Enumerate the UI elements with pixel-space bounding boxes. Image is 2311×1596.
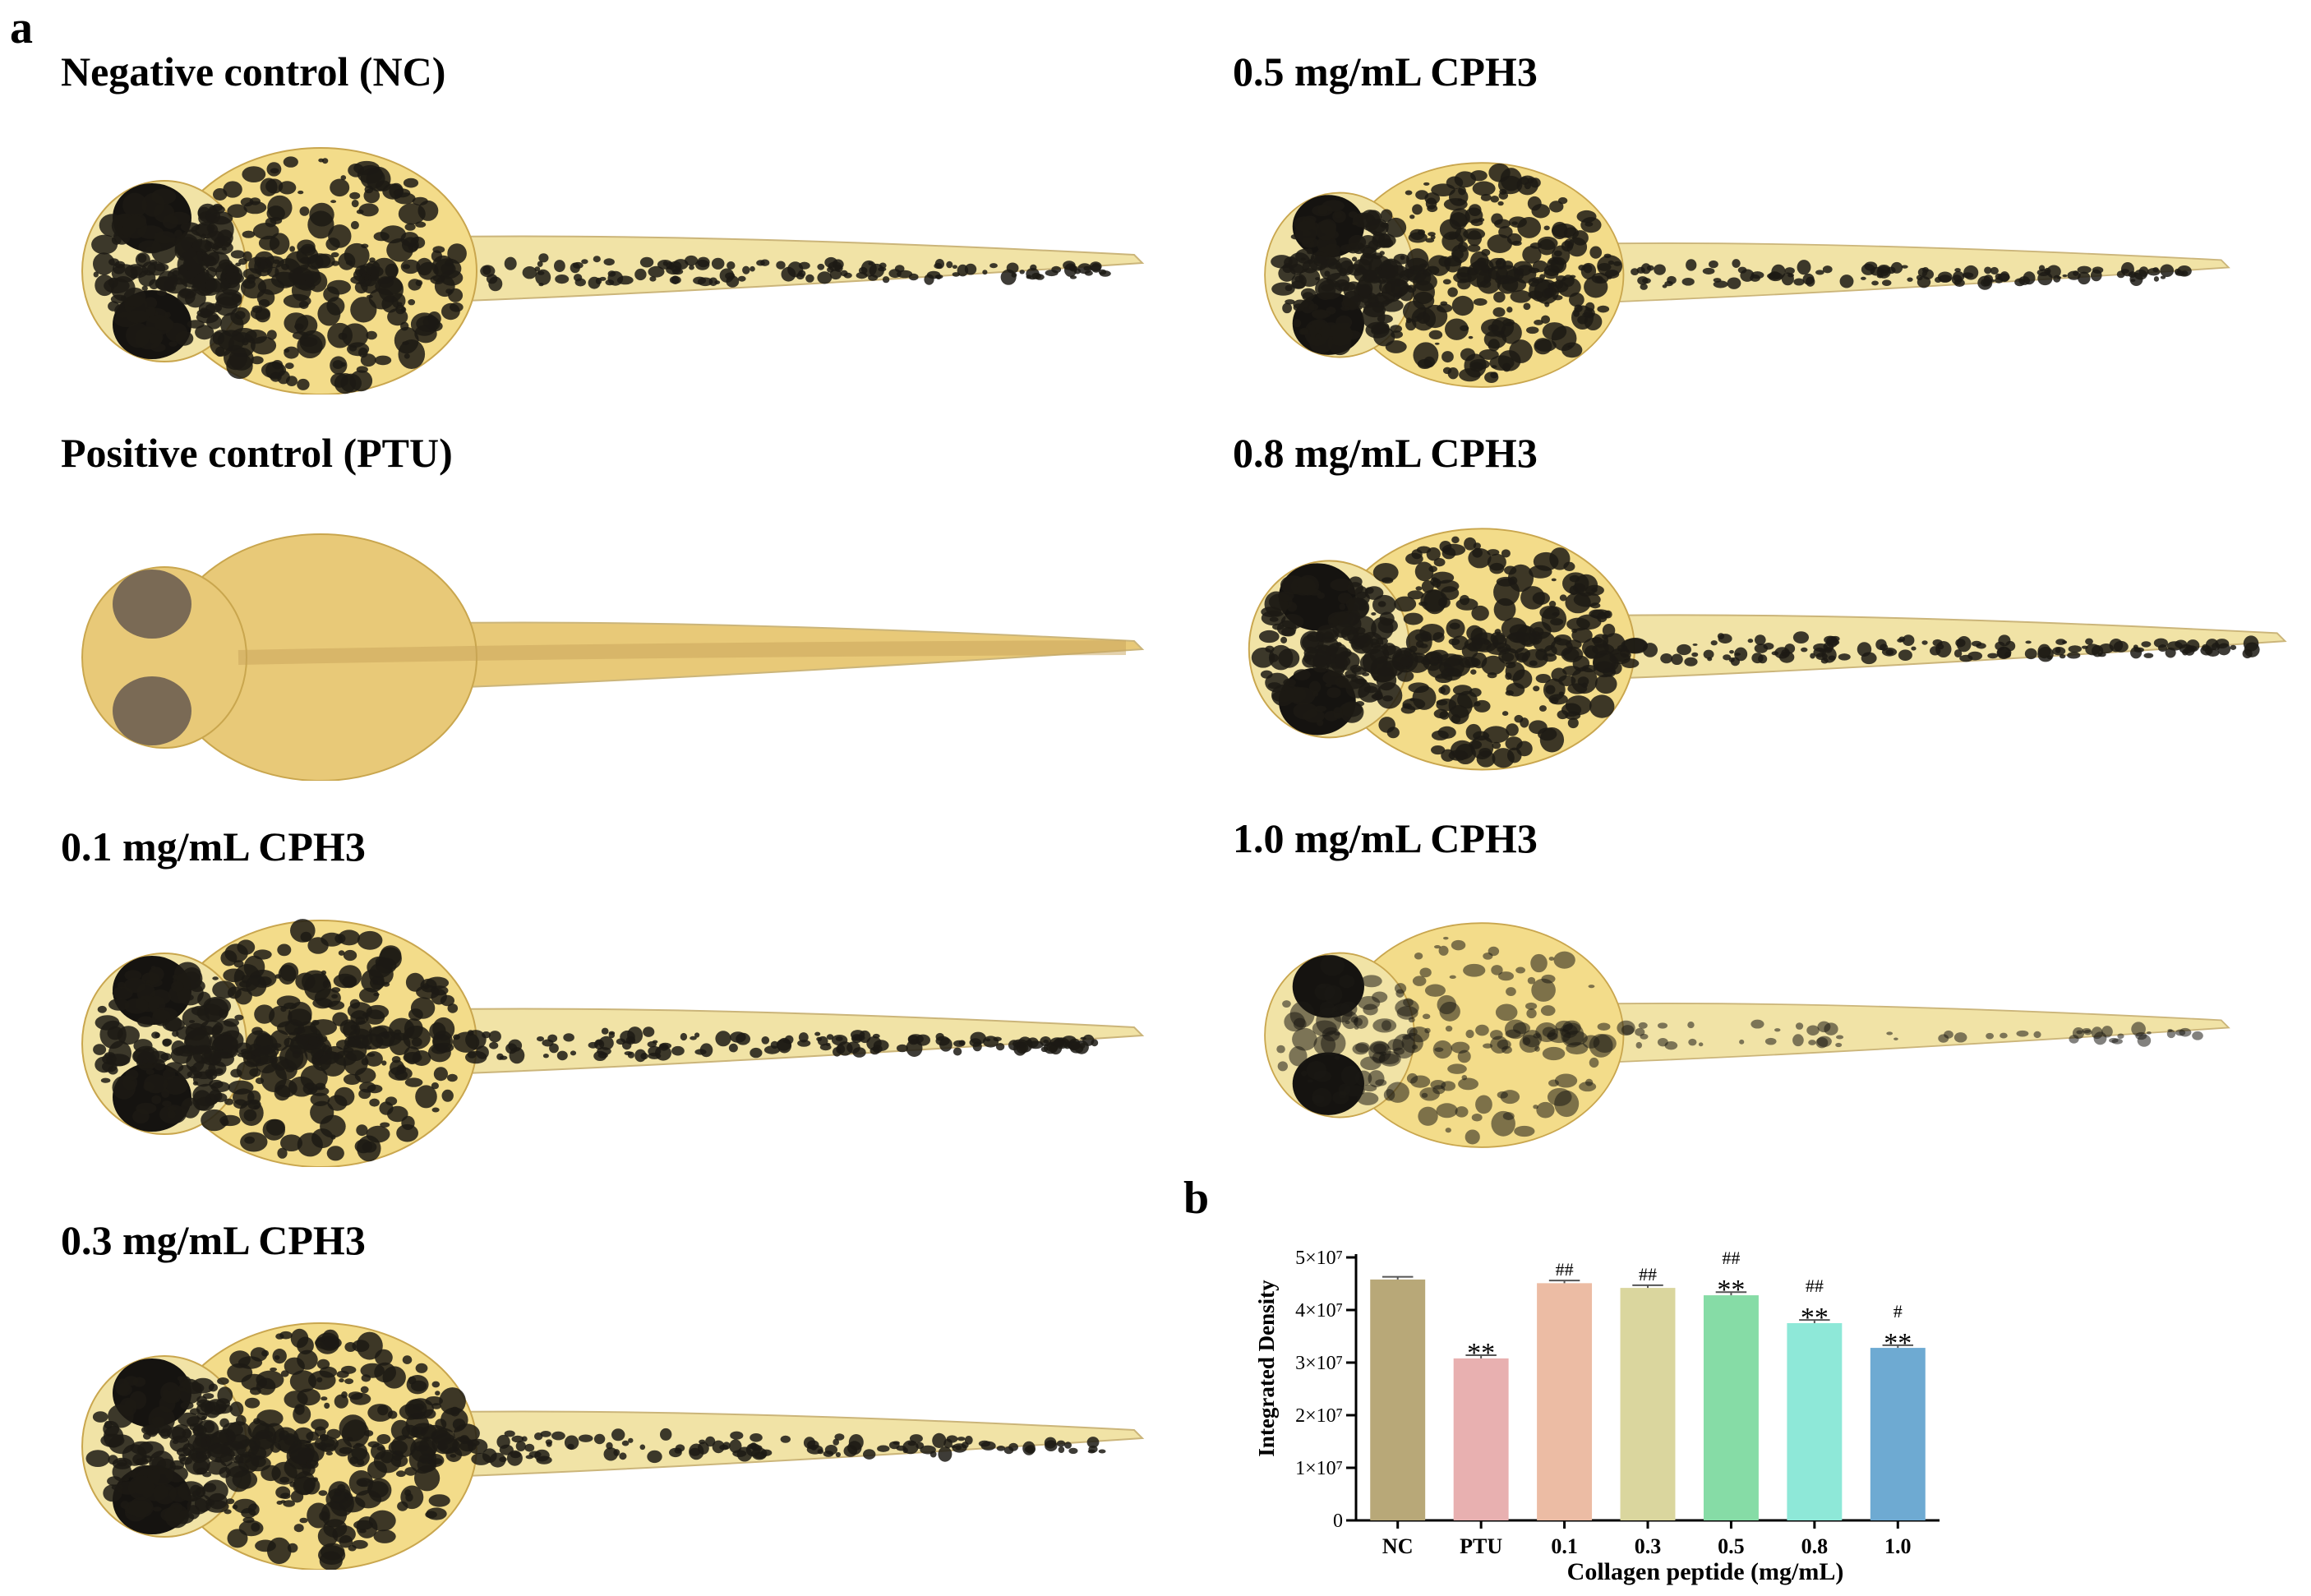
label-0-8-cph3: 0.8 mg/mL CPH3 — [1233, 430, 1538, 476]
label-negative-control: Negative control (NC) — [61, 48, 446, 95]
x-tick-label: PTU — [1460, 1534, 1502, 1558]
label-0-5-cph3: 0.5 mg/mL CPH3 — [1233, 48, 1538, 95]
y-axis-title: Integrated Density — [1254, 1280, 1279, 1457]
label-0-1-cph3: 0.1 mg/mL CPH3 — [61, 823, 366, 869]
x-tick-label: 0.3 — [1635, 1534, 1662, 1558]
fish-body-group — [81, 919, 1145, 1167]
label-0-3-cph3: 0.3 mg/mL CPH3 — [61, 1217, 366, 1263]
significance-annotation: ## — [1556, 1259, 1574, 1280]
bar-0-1 — [1537, 1283, 1593, 1520]
y-tick-label: 3×10⁷ — [1295, 1353, 1343, 1374]
y-tick-label: 5×10⁷ — [1295, 1248, 1343, 1269]
significance-annotation: ** — [1467, 1338, 1495, 1368]
significance-annotation: # — [1894, 1301, 1903, 1322]
fish-body-group — [1248, 528, 2287, 771]
x-tick-label: 1.0 — [1884, 1534, 1912, 1558]
y-tick-label: 4×10⁷ — [1295, 1300, 1343, 1322]
significance-annotation: ** — [1884, 1328, 1912, 1358]
panel-b-letter: b — [1183, 1173, 1210, 1224]
fish-image-0-3-cph3 — [81, 1322, 1145, 1570]
bar-1-0 — [1870, 1348, 1926, 1520]
significance-annotation: ## — [1806, 1275, 1824, 1296]
panel-a-letter: a — [10, 2, 33, 53]
fish-body-group — [81, 533, 1145, 781]
x-tick-label: 0.5 — [1718, 1534, 1745, 1558]
label-1-0-cph3: 1.0 mg/mL CPH3 — [1233, 815, 1538, 861]
bar-0-5 — [1703, 1295, 1759, 1520]
x-tick-label: 0.8 — [1801, 1534, 1829, 1558]
bar-ptu — [1453, 1358, 1509, 1520]
significance-annotation: ## — [1639, 1264, 1657, 1285]
fish-body-group — [81, 147, 1145, 394]
fish-body-group — [1264, 162, 2230, 388]
fish-image-negative-control — [81, 147, 1145, 394]
label-positive-control: Positive control (PTU) — [61, 430, 453, 476]
fish-image-0-8-cph3 — [1248, 528, 2287, 771]
fish-image-0-1-cph3 — [81, 919, 1145, 1167]
significance-annotation: ## — [1722, 1248, 1740, 1268]
x-tick-label: NC — [1382, 1534, 1414, 1558]
x-axis-title: Collagen peptide (mg/mL) — [1567, 1558, 1844, 1585]
bar-0-8 — [1787, 1323, 1843, 1520]
bar-nc — [1370, 1279, 1426, 1520]
y-tick-label: 2×10⁷ — [1295, 1405, 1343, 1427]
fish-image-0-5-cph3 — [1264, 162, 2230, 388]
integrated-density-bar-chart: 0 1×10⁷ 2×10⁷ 3×10⁷ 4×10⁷ 5×10⁷ NC PTU 0.1 0.3 0.… — [1254, 1248, 1940, 1585]
fish-image-1-0-cph3 — [1264, 922, 2230, 1148]
y-tick-label: 1×10⁷ — [1295, 1458, 1343, 1479]
significance-annotation: ** — [1717, 1275, 1745, 1305]
fish-body-group — [1264, 922, 2230, 1148]
y-tick-label: 0 — [1333, 1511, 1343, 1532]
fish-image-positive-control — [81, 533, 1145, 781]
fish-body-group — [81, 1322, 1145, 1570]
bar-0-3 — [1620, 1288, 1676, 1520]
significance-annotation: ** — [1801, 1303, 1829, 1333]
x-tick-label: 0.1 — [1551, 1534, 1578, 1558]
